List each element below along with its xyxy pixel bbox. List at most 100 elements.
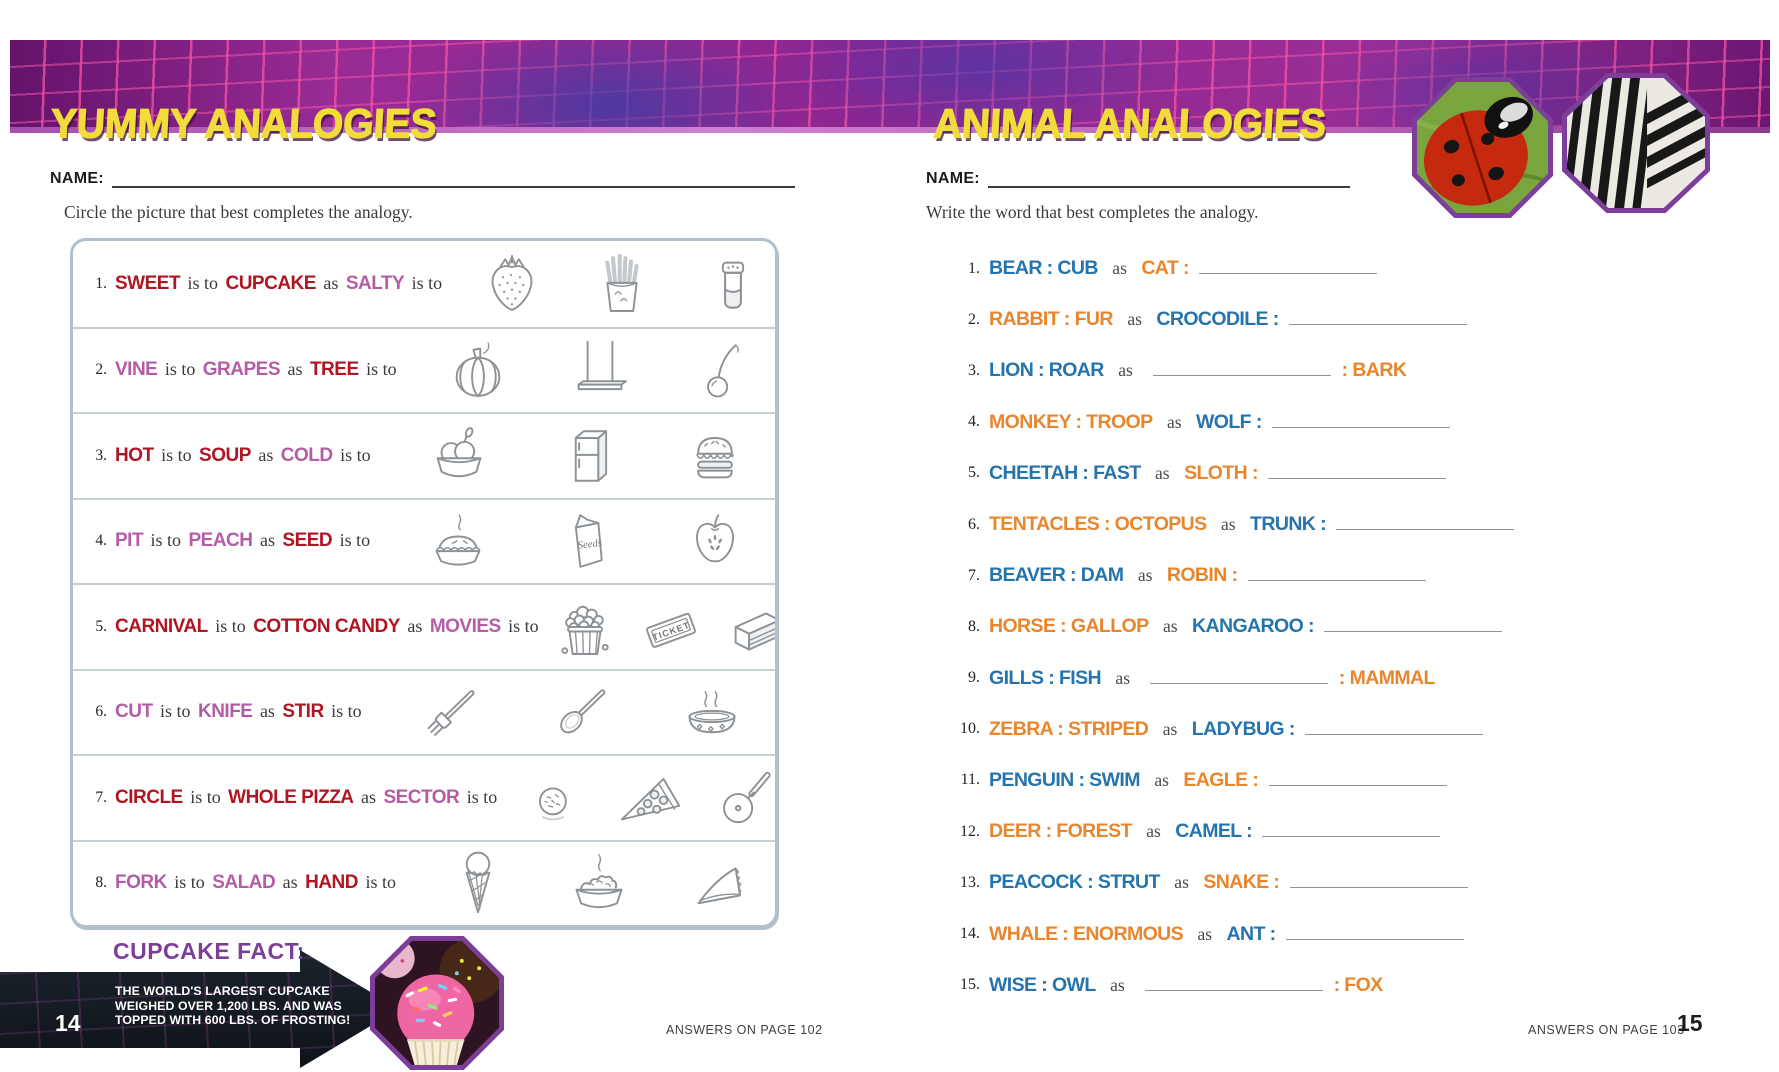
connector-word: is to bbox=[161, 444, 192, 465]
item-text: PEACOCK : STRUT as SNAKE : bbox=[989, 871, 1474, 894]
meatball-icon[interactable] bbox=[511, 758, 597, 838]
answer-blank-line[interactable] bbox=[1305, 720, 1484, 735]
analogy-word: SNAKE : bbox=[1203, 871, 1280, 894]
analogy-word: TREE bbox=[309, 359, 359, 381]
analogy-word: ROBIN : bbox=[1166, 564, 1238, 587]
item-text: BEAR : CUB as CAT : bbox=[989, 257, 1383, 280]
soup-bowl-icon[interactable] bbox=[669, 672, 755, 752]
analogy-word: HAND bbox=[305, 872, 358, 894]
steaming-pie-icon[interactable] bbox=[415, 501, 501, 581]
item-number: 1. bbox=[968, 259, 980, 277]
pumpkin-icon[interactable] bbox=[435, 330, 521, 410]
answer-choices bbox=[373, 500, 778, 584]
connector-word: is to bbox=[331, 701, 362, 722]
item-number: 14. bbox=[960, 925, 980, 943]
analogy-item: 12. DEER : FOREST as CAMEL : bbox=[880, 806, 1640, 857]
analogy-row: 4. PIT is to PEACH as SEED is to bbox=[73, 497, 778, 584]
name-label: NAME: bbox=[926, 170, 980, 187]
analogy-row: 5. CARNIVAL is to COTTON CANDY as MOVIES … bbox=[73, 583, 778, 669]
row-number: 6. bbox=[95, 703, 107, 721]
analogy-word: TENTACLES : OCTOPUS bbox=[989, 513, 1207, 536]
answer-blank-line[interactable] bbox=[1268, 464, 1447, 479]
connector-word: as bbox=[1112, 258, 1127, 279]
pizza-slice-icon[interactable] bbox=[607, 758, 693, 838]
swing-icon[interactable] bbox=[557, 330, 643, 410]
analogy-text: CARNIVAL is to COTTON CANDY as MOVIES is… bbox=[115, 616, 542, 638]
connector-word: is to bbox=[339, 530, 371, 551]
analogy-row: 7. CIRCLE is to WHOLE PIZZA as SECTOR is … bbox=[73, 754, 778, 840]
left-page-title: YUMMY ANALOGIES bbox=[49, 101, 438, 148]
analogy-row: 1. SWEET is to CUPCAKE as SALTY is to bbox=[73, 241, 778, 327]
ice-cream-bowl-icon[interactable] bbox=[416, 416, 502, 496]
movie-ticket-icon[interactable] bbox=[628, 587, 714, 667]
name-blank-line[interactable] bbox=[987, 172, 1350, 188]
right-name-row: NAME: bbox=[926, 170, 1350, 188]
left-instruction: Circle the picture that best completes t… bbox=[64, 202, 413, 222]
answer-blank-line[interactable] bbox=[1286, 925, 1464, 940]
analogy-word: BEAR : CUB bbox=[989, 257, 1098, 280]
answer-blank-line[interactable] bbox=[1324, 617, 1503, 633]
connector-word: as bbox=[1154, 769, 1169, 790]
answer-blank-line[interactable] bbox=[1153, 361, 1332, 377]
connector-word: is to bbox=[160, 701, 191, 722]
item-number: 15. bbox=[960, 976, 980, 994]
answer-blank-line[interactable] bbox=[1150, 669, 1329, 684]
apple-half-icon[interactable] bbox=[672, 501, 758, 581]
analogy-word: PEACH bbox=[188, 530, 253, 552]
row-number: 5. bbox=[95, 617, 107, 635]
answer-blank-line[interactable] bbox=[1268, 771, 1447, 786]
popcorn-bucket-icon[interactable] bbox=[542, 587, 628, 667]
answer-blank-line[interactable] bbox=[1247, 566, 1426, 582]
answer-blank-line[interactable] bbox=[1289, 310, 1468, 326]
salt-shaker-icon[interactable] bbox=[690, 244, 776, 324]
analogy-word: SLOTH : bbox=[1184, 461, 1258, 484]
analogy-item: 11. PENGUIN : SWIM as EAGLE : bbox=[880, 755, 1640, 806]
cherry-icon[interactable] bbox=[678, 330, 764, 410]
name-blank-line[interactable] bbox=[111, 172, 795, 188]
connector-word: as bbox=[1221, 514, 1236, 535]
connector-word: as bbox=[1174, 872, 1189, 893]
french-fries-icon[interactable] bbox=[579, 244, 665, 324]
connector-word: as bbox=[1118, 360, 1133, 381]
analogy-text: HOT is to SOUP as COLD is to bbox=[115, 445, 374, 467]
item-number: 10. bbox=[960, 720, 980, 738]
analogy-word: PEACOCK : STRUT bbox=[989, 871, 1160, 894]
fork-icon[interactable] bbox=[409, 672, 495, 752]
analogy-word: SEED bbox=[282, 530, 333, 552]
answer-blank-line[interactable] bbox=[1199, 259, 1378, 275]
connector-word: is to bbox=[340, 444, 371, 465]
item-text: BEAVER : DAM as ROBIN : bbox=[989, 564, 1432, 587]
spoon-icon[interactable] bbox=[539, 672, 625, 752]
answer-blank-line[interactable] bbox=[1262, 822, 1441, 838]
cake-slice-icon[interactable] bbox=[714, 587, 778, 667]
food-bowl-icon[interactable] bbox=[556, 843, 642, 923]
row-number: 1. bbox=[95, 274, 107, 292]
pizza-cutter-icon[interactable] bbox=[703, 758, 778, 838]
ice-cream-cone-icon[interactable] bbox=[435, 843, 521, 923]
answer-blank-line[interactable] bbox=[1145, 976, 1324, 991]
analogy-item: 9. GILLS : FISH as : MAMMAL bbox=[880, 653, 1640, 704]
left-name-row: NAME: bbox=[50, 170, 795, 188]
analogy-word: HOT bbox=[115, 444, 154, 466]
analogy-word: LION : ROAR bbox=[989, 359, 1104, 382]
item-text: HORSE : GALLOP as KANGAROO : bbox=[989, 615, 1508, 638]
fact-heading: CUPCAKE FACT: bbox=[113, 938, 305, 964]
seed-packet-icon[interactable] bbox=[543, 501, 629, 581]
item-text: WISE : OWL as : FOX bbox=[989, 974, 1383, 997]
analogy-word: CHEETAH : FAST bbox=[989, 461, 1141, 484]
pie-slice-icon[interactable] bbox=[678, 843, 764, 923]
analogy-word: CAT : bbox=[1141, 257, 1189, 280]
answer-choices bbox=[542, 585, 778, 669]
answer-blank-line[interactable] bbox=[1289, 873, 1468, 889]
answer-blank-line[interactable] bbox=[1272, 413, 1451, 428]
strawberry-icon[interactable] bbox=[469, 244, 555, 324]
connector-word: as bbox=[1127, 309, 1142, 330]
analogy-word: : MAMMAL bbox=[1338, 666, 1436, 689]
hamburger-icon[interactable] bbox=[672, 416, 758, 496]
refrigerator-icon[interactable] bbox=[544, 416, 630, 496]
item-number: 6. bbox=[968, 515, 980, 533]
row-number: 8. bbox=[95, 874, 107, 892]
answer-blank-line[interactable] bbox=[1336, 515, 1515, 531]
analogy-word: STIR bbox=[282, 701, 324, 723]
right-page-number: 15 bbox=[1677, 1010, 1703, 1036]
